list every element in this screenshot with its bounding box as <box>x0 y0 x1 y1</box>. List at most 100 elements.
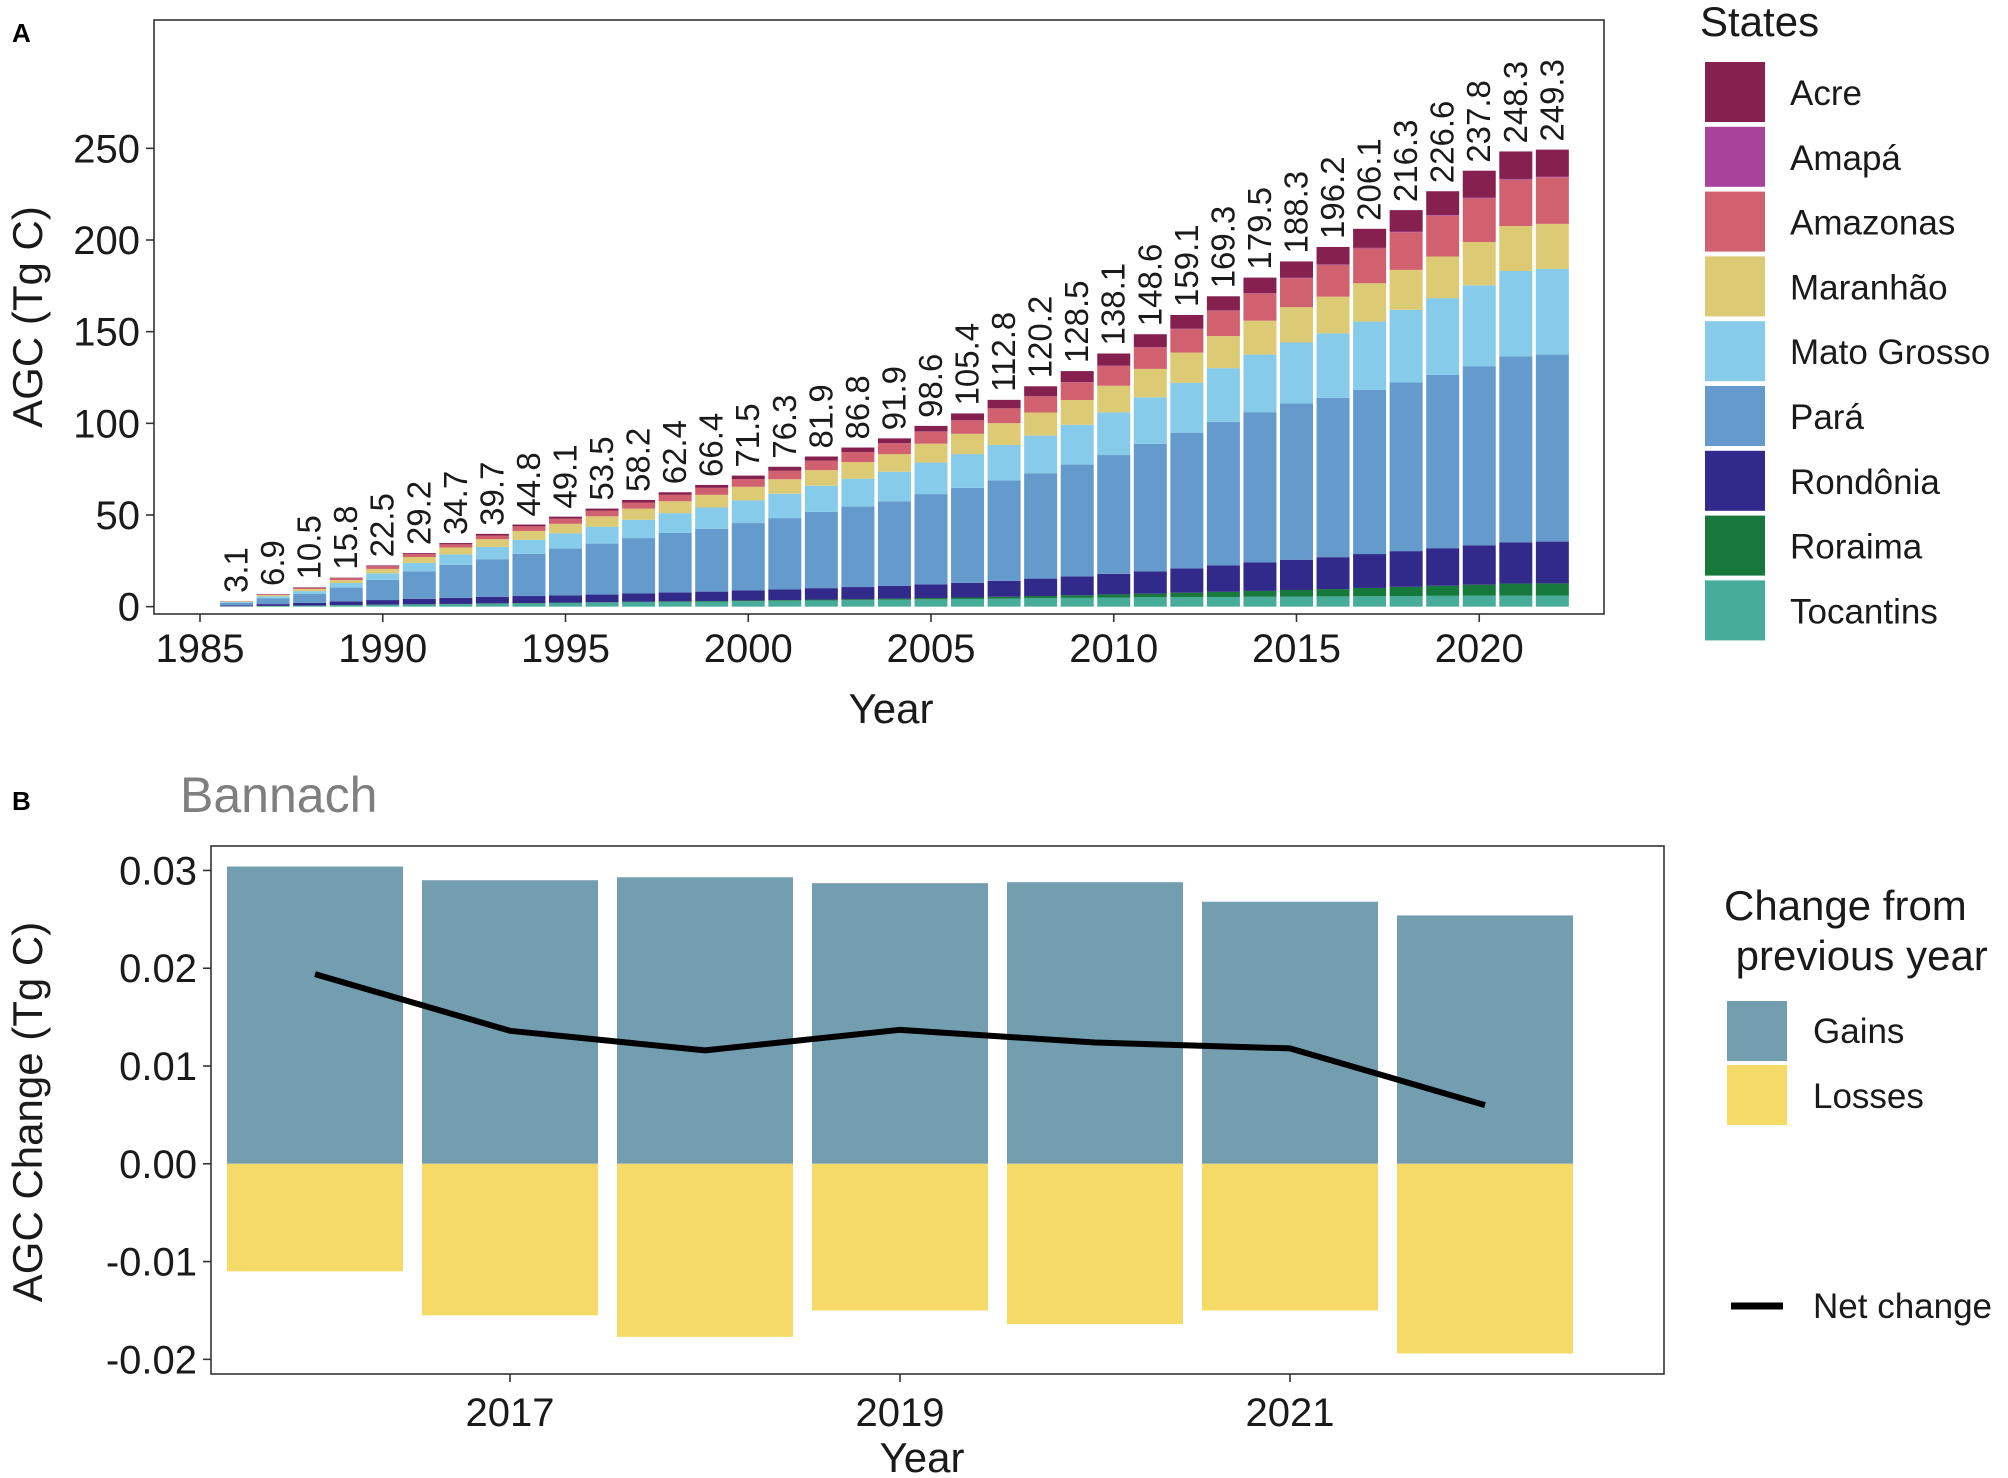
panel-b-x-tick-label: 2019 <box>856 1391 945 1435</box>
bar-total-label: 66.4 <box>693 413 730 477</box>
bar-segment-mato-grosso <box>768 493 802 519</box>
bar-segment-maranhao <box>439 547 473 555</box>
bar-total-label: 138.1 <box>1095 263 1132 346</box>
bar-segment-acre <box>439 543 473 545</box>
legend-label-roraima: Roraima <box>1790 528 1923 567</box>
bar-segment-amazonas <box>475 535 509 540</box>
panel-a-y-tick-label: 100 <box>73 402 140 446</box>
panel-b-letter: B <box>12 786 31 816</box>
bar-segment-tocantins <box>512 603 546 607</box>
bar-segment-amazonas <box>512 526 546 531</box>
bar-segment-para <box>658 532 692 593</box>
bar-segment-mato-grosso <box>220 601 254 603</box>
panel-b-legend-title-line1: Change from <box>1724 882 1967 929</box>
legend-swatch-maranhao <box>1705 256 1765 317</box>
losses-bar <box>1202 1163 1378 1311</box>
panel-b-x-tick-label: 2021 <box>1246 1391 1335 1435</box>
losses-bar <box>1397 1163 1573 1354</box>
bar-segment-amazonas <box>951 420 985 434</box>
losses-bar <box>1007 1163 1183 1325</box>
bar-segment-rondonia <box>220 605 254 607</box>
bar-segment-amazonas <box>1389 232 1423 270</box>
bar-segment-para <box>1133 443 1167 572</box>
bar-segment-acre <box>1133 334 1167 348</box>
bar-segment-amazonas <box>293 587 327 590</box>
panel-a-legend: Acre Amapá Amazonas Maranhão Mato Grosso Pará… <box>1705 62 1990 641</box>
legend-label-tocantins: Tocantins <box>1790 592 1938 631</box>
legend-label-amapa: Amapá <box>1790 139 1901 178</box>
bar-segment-acre <box>1499 151 1533 179</box>
panel-b-y-tick-label: 0.01 <box>119 1045 197 1089</box>
bar-segment-rondonia <box>329 601 363 606</box>
bar-segment-tocantins <box>731 601 765 607</box>
bar-segment-mato-grosso <box>658 513 692 533</box>
bar-segment-mato-grosso <box>1316 333 1350 398</box>
bar-segment-rondonia <box>1206 565 1240 592</box>
bar-segment-mato-grosso <box>585 526 619 544</box>
bar-segment-para <box>804 511 838 589</box>
bar-segment-tocantins <box>804 600 838 607</box>
bar-segment-para <box>1316 397 1350 558</box>
bar-total-label: 148.6 <box>1131 244 1168 327</box>
bar-total-label: 120.2 <box>1022 296 1059 379</box>
bar-segment-para <box>877 501 911 586</box>
legend-swatch-tocantins <box>1705 580 1765 641</box>
bar-segment-para <box>1170 432 1204 569</box>
bar-segment-rondonia <box>877 585 911 599</box>
bar-segment-mato-grosso <box>475 546 509 560</box>
bar-segment-para <box>768 518 802 590</box>
panel-a-x-tick-label: 2000 <box>704 627 793 671</box>
panel-a-y-tick-label: 200 <box>73 219 140 263</box>
bar-segment-acre <box>1535 149 1569 177</box>
bar-segment-rondonia <box>841 587 875 600</box>
bar-segment-roraima <box>987 596 1021 599</box>
bar-segment-maranhao <box>841 462 875 479</box>
legend-swatch-amazonas <box>1705 191 1765 252</box>
bar-segment-tocantins <box>1426 595 1460 607</box>
bar-segment-roraima <box>1316 589 1350 597</box>
legend-swatch-acre <box>1705 62 1765 122</box>
bar-segment-para <box>1280 403 1313 560</box>
bar-segment-maranhao <box>622 508 656 520</box>
bar-segment-rondonia <box>439 597 473 604</box>
bar-total-label: 76.3 <box>766 395 803 459</box>
legend-swatch-roraima <box>1705 515 1765 576</box>
panel-a-plot: 0 50 100 150 200 250 1985 1990 1995 2000 2005 2010 2… <box>73 19 1605 671</box>
bar-segment-tocantins <box>877 599 911 607</box>
losses-bar <box>227 1163 403 1272</box>
bar-segment-rondonia <box>1462 545 1496 585</box>
bar-segment-roraima <box>1353 587 1387 597</box>
bar-segment-para <box>695 528 729 592</box>
bar-segment-maranhao <box>512 530 546 540</box>
bar-segment-roraima <box>1535 583 1569 596</box>
bar-segment-amazonas <box>1316 264 1350 297</box>
bar-segment-maranhao <box>256 594 290 597</box>
bar-segment-rondonia <box>658 592 692 602</box>
bar-segment-acre <box>1462 170 1496 198</box>
bar-segment-para <box>220 602 254 606</box>
bar-segment-rondonia <box>804 588 838 600</box>
bar-segment-tocantins <box>622 602 656 607</box>
bar-segment-maranhao <box>549 523 582 534</box>
bar-segment-amazonas <box>841 452 875 463</box>
bar-segment-maranhao <box>951 433 985 455</box>
bar-segment-acre <box>622 499 656 503</box>
bar-segment-acre <box>366 565 400 567</box>
bar-segment-amazonas <box>987 408 1021 424</box>
bar-segment-roraima <box>951 597 985 599</box>
bar-segment-para <box>1426 374 1460 549</box>
bar-segment-rondonia <box>731 590 765 601</box>
bar-segment-maranhao <box>1389 269 1423 310</box>
bar-segment-rondonia <box>1426 548 1460 586</box>
bar-segment-amazonas <box>695 487 729 495</box>
bar-segment-acre <box>1316 246 1350 265</box>
bar-segment-rondonia <box>293 602 327 606</box>
bar-segment-acre <box>1206 296 1240 311</box>
bar-segment-maranhao <box>914 443 948 463</box>
panel-a-y-tick-label: 250 <box>73 127 140 171</box>
bar-segment-acre <box>293 587 327 588</box>
bar-segment-maranhao <box>1535 223 1569 269</box>
bar-segment-tocantins <box>366 604 400 607</box>
bar-segment-maranhao <box>585 516 619 527</box>
